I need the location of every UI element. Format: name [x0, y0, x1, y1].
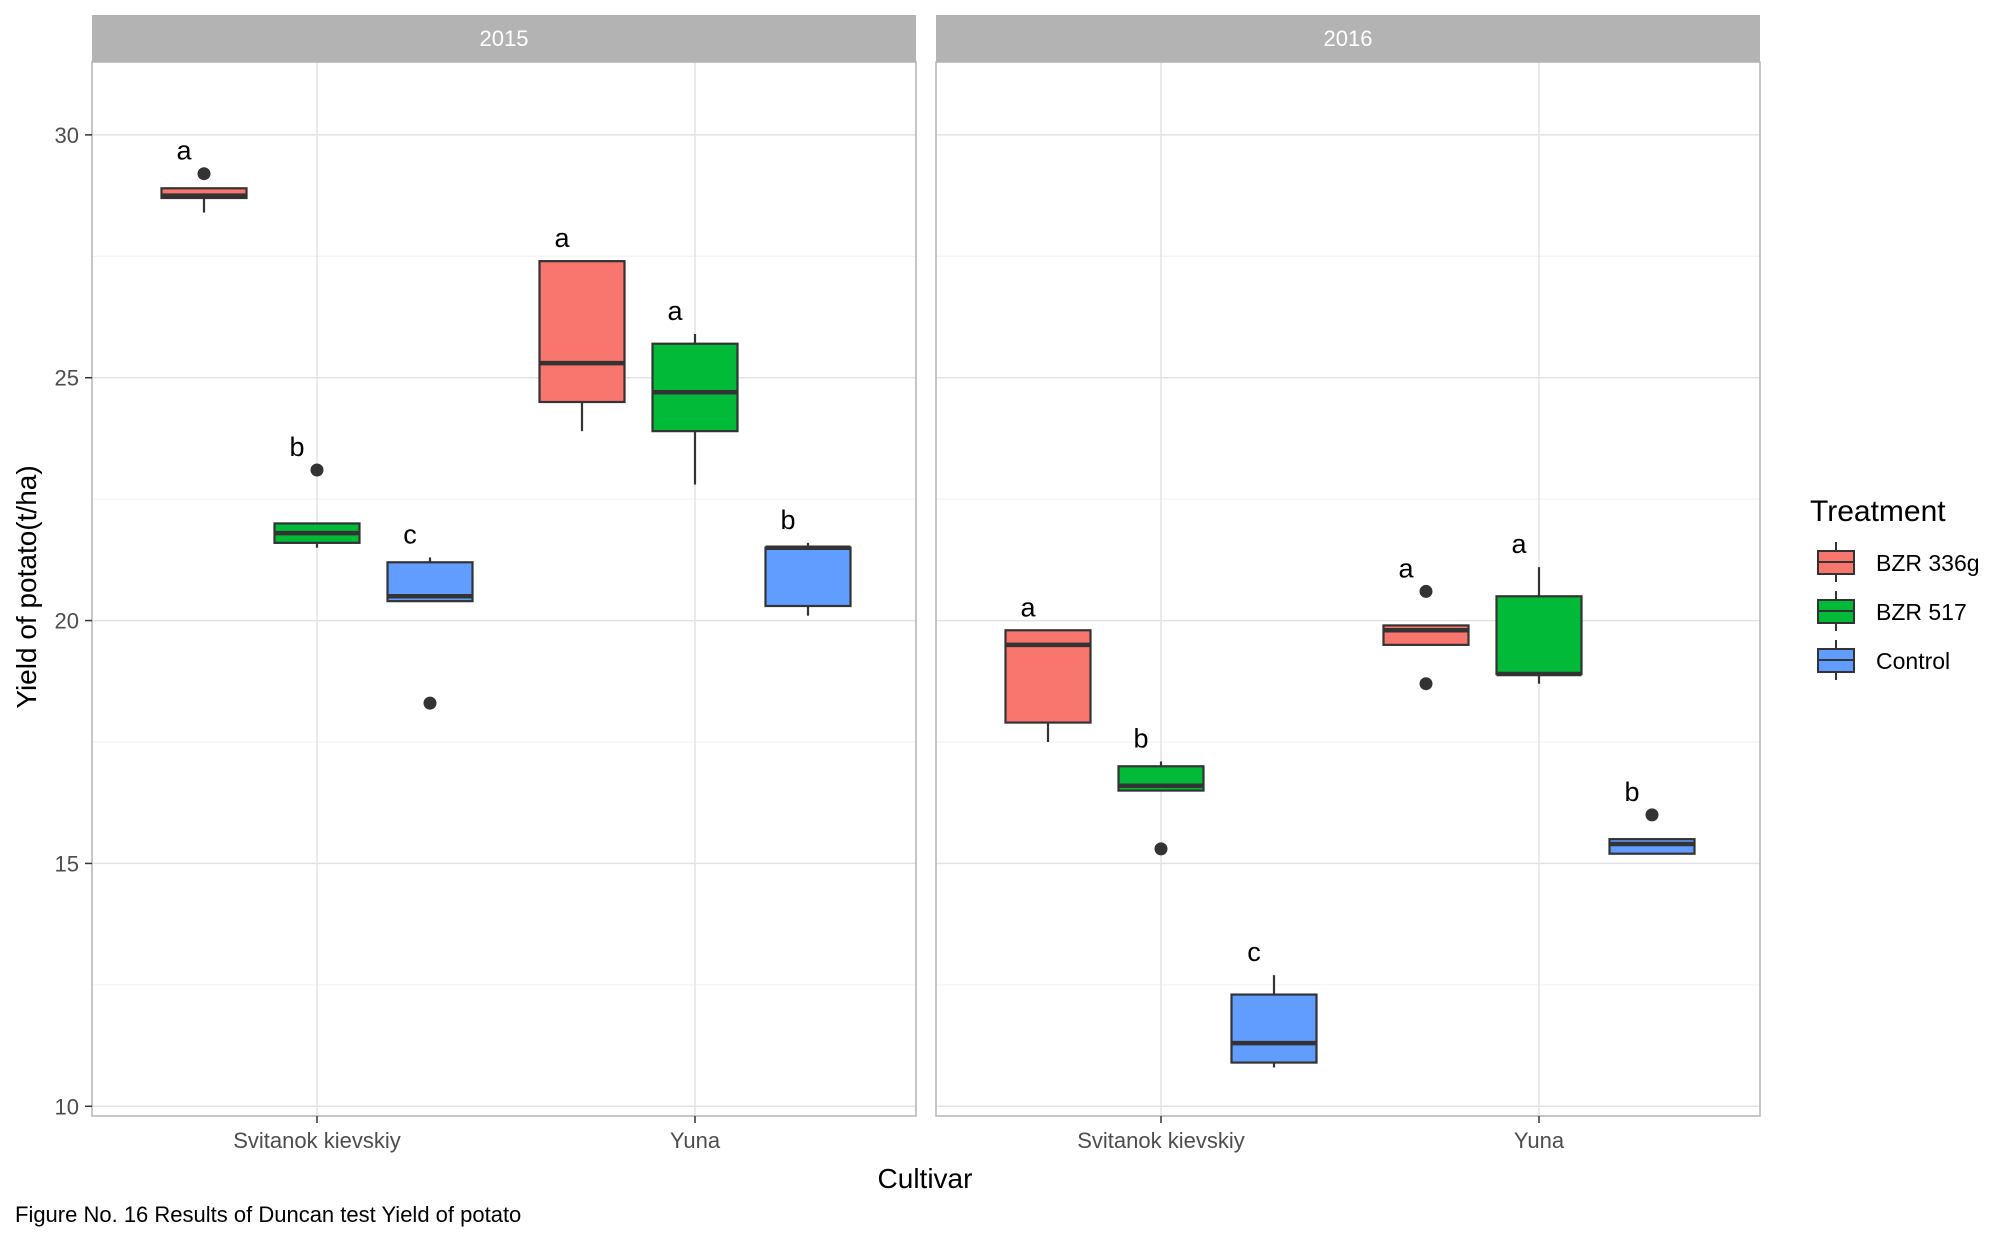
- y-tick-label: 30: [55, 123, 79, 148]
- box-body: [1230, 993, 1318, 1064]
- box-2016-yuna-bzr-517: a: [1495, 529, 1583, 684]
- box-2016-svitanok-kievskiy-control: c: [1230, 937, 1318, 1068]
- box-2016-yuna-control: b: [1608, 777, 1696, 855]
- box-body: [764, 546, 852, 608]
- x-tick-label: Yuna: [1514, 1128, 1565, 1153]
- facet-strip: [936, 15, 1760, 62]
- facet-panel-2016: 2016: [935, 15, 1761, 1117]
- facet-strip-label: 2015: [480, 26, 529, 51]
- y-axis: 10 15 20 25 30: [55, 123, 92, 1119]
- facet-panels: 2015 2016: [91, 15, 1761, 1117]
- box-body: [538, 260, 626, 404]
- duncan-letter: b: [780, 505, 795, 535]
- box-2015-svitanok-kievskiy-bzr-336g: a: [160, 136, 248, 213]
- duncan-letter: b: [1133, 723, 1148, 753]
- x-tick-label: Svitanok kievskiy: [233, 1128, 401, 1153]
- y-tick-label: 20: [55, 609, 79, 634]
- box-2016-svitanok-kievskiy-bzr-336g: a: [1004, 592, 1092, 742]
- legend-title: Treatment: [1810, 495, 1946, 528]
- outlier-point: [197, 167, 211, 181]
- y-tick-label: 15: [55, 851, 79, 876]
- box-2016-svitanok-kievskiy-bzr-517: b: [1117, 723, 1205, 856]
- box-body: [1495, 595, 1583, 676]
- figure-caption: Figure No. 16 Results of Duncan test Yie…: [15, 1202, 521, 1227]
- duncan-letter: a: [1398, 553, 1414, 583]
- y-axis-title: Yield of potato(t/ha): [11, 465, 42, 708]
- y-tick-label: 25: [55, 366, 79, 391]
- box-2016-yuna-bzr-336g: a: [1382, 553, 1470, 691]
- box-body: [651, 342, 739, 433]
- legend-item-bzr-517: BZR 517: [1817, 591, 1967, 631]
- box-body: [1608, 838, 1696, 855]
- panel-background: [936, 62, 1760, 1116]
- box-body: [160, 187, 248, 200]
- box-2015-svitanok-kievskiy-bzr-517: b: [273, 432, 361, 548]
- x-axis: Svitanok kievskiy Yuna Svitanok kievskiy Yu…: [233, 1116, 1565, 1153]
- outlier-point: [1419, 584, 1433, 598]
- duncan-letter: b: [1624, 777, 1639, 807]
- duncan-letter: a: [1020, 592, 1036, 622]
- duncan-letter: c: [1247, 937, 1261, 967]
- duncan-letter: a: [667, 296, 683, 326]
- duncan-letter: a: [1511, 529, 1527, 559]
- box-2015-yuna-bzr-517: a: [651, 296, 739, 485]
- facet-strip-label: 2016: [1324, 26, 1373, 51]
- box-2015-yuna-control: b: [764, 505, 852, 616]
- legend-item-bzr-336g: BZR 336g: [1817, 542, 1980, 582]
- outlier-point: [1154, 842, 1168, 856]
- duncan-letter: c: [403, 519, 417, 549]
- box-2015-yuna-bzr-336g: a: [538, 223, 626, 432]
- outlier-point: [1419, 677, 1433, 691]
- legend: Treatment BZR 336g BZR 517 Control: [1810, 495, 1980, 680]
- x-tick-label: Svitanok kievskiy: [1077, 1128, 1245, 1153]
- legend-item-control: Control: [1817, 640, 1950, 680]
- y-tick-label: 10: [55, 1094, 79, 1119]
- facet-strip: [92, 15, 916, 62]
- legend-label: BZR 336g: [1876, 550, 1980, 576]
- box-2015-svitanok-kievskiy-control: c: [386, 519, 474, 710]
- legend-label: Control: [1876, 648, 1950, 674]
- duncan-letter: b: [289, 432, 304, 462]
- duncan-letter: a: [554, 223, 570, 253]
- x-axis-title: Cultivar: [878, 1163, 973, 1194]
- legend-label: BZR 517: [1876, 599, 1967, 625]
- x-tick-label: Yuna: [670, 1128, 721, 1153]
- outlier-point: [423, 696, 437, 710]
- duncan-letter: a: [176, 136, 192, 166]
- outlier-point: [1645, 808, 1659, 822]
- box-marks: a b c a a b a b c a a b: [160, 136, 1696, 1068]
- outlier-point: [310, 463, 324, 477]
